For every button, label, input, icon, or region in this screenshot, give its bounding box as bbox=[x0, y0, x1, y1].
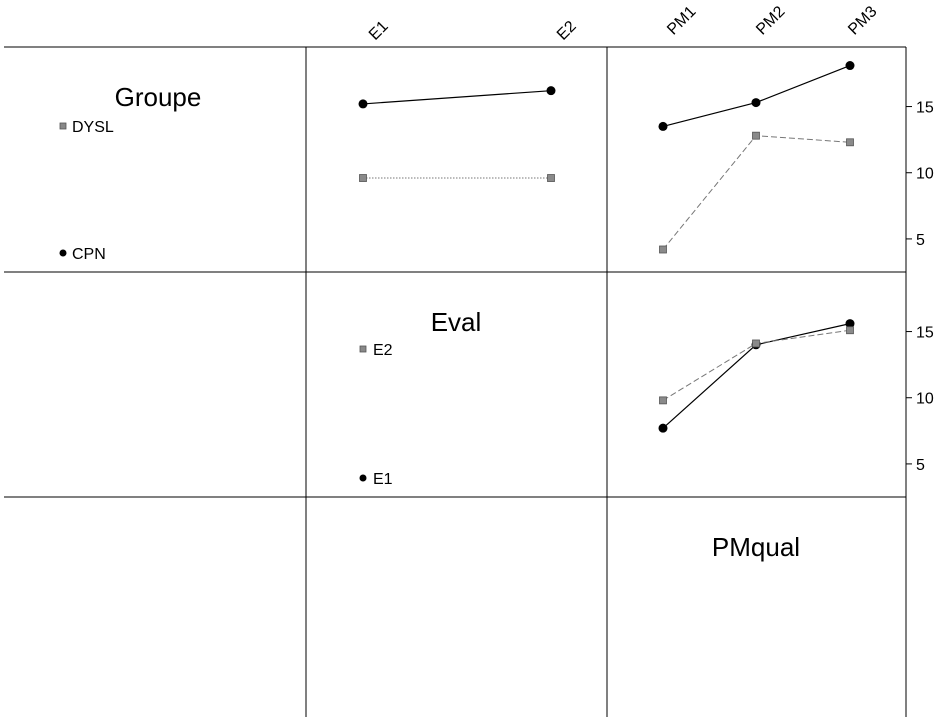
y-axis: 15 10 5 15 10 5 bbox=[906, 100, 934, 474]
panel-groupe-by-pmqual bbox=[658, 61, 855, 254]
data-point-cpn bbox=[658, 121, 668, 131]
y-tick-label: 5 bbox=[916, 457, 925, 474]
data-point-dysl bbox=[659, 245, 667, 254]
panel-frame bbox=[4, 46, 907, 717]
legend-label-cpn: CPN bbox=[72, 246, 106, 263]
legend-label-e2: E2 bbox=[373, 342, 393, 359]
col-label-pm2: PM2 bbox=[753, 3, 788, 38]
data-point-dysl bbox=[547, 174, 555, 182]
col-label-e2: E2 bbox=[554, 18, 580, 44]
series-line-e1 bbox=[662, 323, 851, 429]
col-label-pm1: PM1 bbox=[664, 3, 699, 38]
panel-groupe-by-eval bbox=[358, 86, 556, 182]
legend-marker-e2 bbox=[359, 345, 367, 353]
data-point-dysl bbox=[846, 138, 854, 147]
legend-eval: E2 E1 bbox=[359, 342, 393, 488]
interaction-panels bbox=[358, 61, 855, 433]
col-label-e1: E1 bbox=[366, 18, 392, 44]
column-labels: E1 E2 PM1 PM2 PM3 bbox=[366, 3, 881, 44]
factor-name-eval: Eval bbox=[431, 307, 482, 337]
factor-name-pmqual: PMqual bbox=[712, 532, 800, 562]
data-point-dysl bbox=[752, 131, 760, 140]
legend-groupe: DYSL CPN bbox=[59, 119, 114, 263]
series-line-cpn bbox=[662, 64, 851, 127]
data-point-dysl bbox=[359, 174, 367, 182]
data-point-e2 bbox=[659, 396, 667, 405]
legend-marker-dysl bbox=[59, 122, 67, 130]
legend-marker-cpn bbox=[59, 249, 67, 257]
data-point-cpn bbox=[751, 98, 761, 108]
panel-eval-by-pmqual bbox=[658, 319, 855, 433]
legend-marker-e1 bbox=[359, 474, 367, 482]
y-tick-label: 15 bbox=[916, 325, 934, 342]
data-point-e2 bbox=[846, 326, 854, 335]
col-label-pm3: PM3 bbox=[845, 3, 880, 38]
data-point-cpn bbox=[845, 61, 855, 71]
data-point-cpn bbox=[546, 86, 556, 96]
y-tick-label: 10 bbox=[916, 166, 934, 183]
data-point-e1 bbox=[658, 423, 668, 433]
y-tick-label: 10 bbox=[916, 391, 934, 408]
y-tick-label: 5 bbox=[916, 232, 925, 249]
legend-label-e1: E1 bbox=[373, 471, 393, 488]
factor-name-groupe: Groupe bbox=[115, 82, 202, 112]
series-line-dysl bbox=[662, 135, 851, 250]
legend-label-dysl: DYSL bbox=[72, 119, 114, 136]
data-point-cpn bbox=[358, 99, 368, 109]
data-point-e1 bbox=[845, 319, 855, 329]
y-tick-label: 15 bbox=[916, 100, 934, 117]
series-line-cpn bbox=[362, 90, 552, 105]
data-point-e2 bbox=[752, 339, 760, 348]
